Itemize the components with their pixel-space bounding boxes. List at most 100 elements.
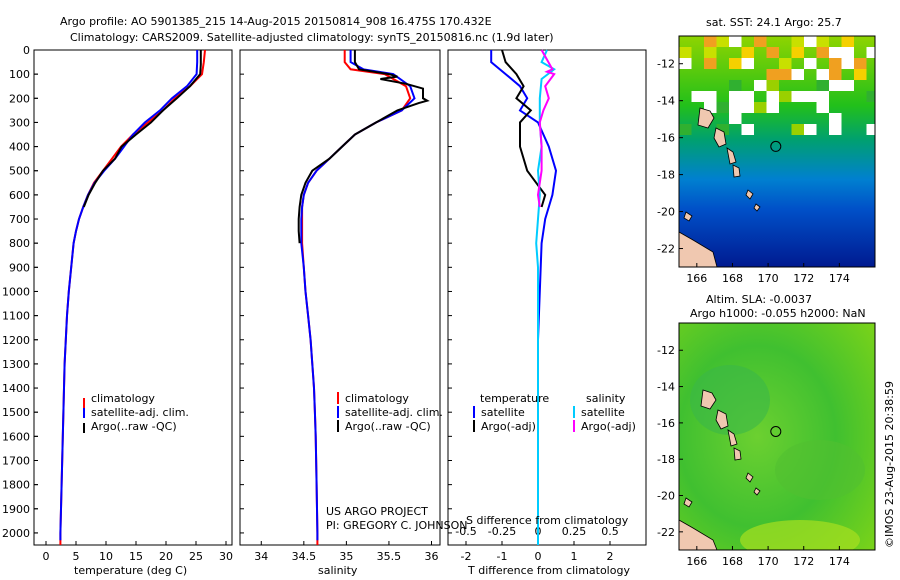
x-tick-label: 0 xyxy=(43,550,50,563)
depth-tick-label: 600 xyxy=(9,189,30,202)
sst-map-title: sat. SST: 24.1 Argo: 25.7 xyxy=(706,16,842,29)
salinity-panel: 34 34.5 35 35.5 36 salinity climatology sate… xyxy=(239,49,467,577)
depth-tick-label: 500 xyxy=(9,165,30,178)
series-line xyxy=(300,50,416,541)
series-line xyxy=(535,49,556,545)
sst-cell xyxy=(829,58,842,69)
depth-tick-label: 1000 xyxy=(2,285,30,298)
sst-cell xyxy=(866,47,875,58)
x-tick-label: 5 xyxy=(73,550,80,563)
sst-map-frame xyxy=(678,35,876,268)
depth-tick-label: 1900 xyxy=(2,503,30,516)
sst-cell xyxy=(766,91,779,102)
sst-cell xyxy=(729,113,742,124)
sst-island xyxy=(732,164,741,178)
lat-tick-label: -16 xyxy=(657,417,675,430)
sst-cell xyxy=(854,69,867,80)
sst-cell xyxy=(679,58,692,69)
s-difference-tick-labels: -0.5 -0.25 0 0.25 0.5 xyxy=(455,525,618,538)
sst-cell xyxy=(741,102,754,113)
legend-s-satellite: satellite xyxy=(581,406,625,419)
x-tick-label: -2 xyxy=(461,550,472,563)
sst-cell xyxy=(766,80,779,91)
depth-tick-label: 900 xyxy=(9,261,30,274)
sst-cell xyxy=(804,91,817,102)
temperature-series xyxy=(59,49,206,545)
sst-island xyxy=(713,127,727,148)
sst-cell xyxy=(841,80,854,91)
legend-climatology: climatology xyxy=(91,392,155,405)
sst-cell xyxy=(816,36,829,47)
sst-cell xyxy=(779,58,792,69)
salinity-series xyxy=(297,50,430,545)
depth-tick-label: 0 xyxy=(23,44,30,57)
sst-argo-marker xyxy=(770,140,782,152)
sst-cell xyxy=(866,91,875,102)
sst-cell xyxy=(754,36,767,47)
salinity-xlabel: salinity xyxy=(318,564,358,577)
sst-tick-labels: 166 168 170 172 174 -12 -14 -16 -18 -20 -22 xyxy=(657,58,850,285)
salinity-legend: climatology satellite-adj. clim. Argo(..… xyxy=(337,392,443,433)
s-tick-label: -0.5 xyxy=(455,525,476,538)
sst-cell xyxy=(741,91,754,102)
sla-tick-labels: 166 168 170 172 174 -12 -14 -16 -18 -20 -22 xyxy=(657,344,850,568)
pi-credit: PI: GREGORY C. JOHNSON xyxy=(326,519,467,532)
sst-cell xyxy=(716,124,729,135)
legend-climatology: climatology xyxy=(345,392,409,405)
depth-tick-label: 1600 xyxy=(2,430,30,443)
lon-tick-label: 170 xyxy=(758,272,779,285)
lat-tick-label: -22 xyxy=(657,526,675,539)
series-line xyxy=(490,50,558,545)
depth-tick-label: 1100 xyxy=(2,310,30,323)
sla-island xyxy=(733,447,742,461)
sst-cell xyxy=(691,91,704,102)
sla-island xyxy=(715,409,729,430)
lon-tick-label: 166 xyxy=(686,555,707,568)
sst-cell xyxy=(791,124,804,135)
x-tick-label: 36 xyxy=(424,550,438,563)
salinity-tick-labels: 34 34.5 35 35.5 36 xyxy=(240,49,438,563)
figure-title-line1: Argo profile: AO 5901385_215 14-Aug-2015… xyxy=(60,15,492,28)
temperature-axes-frame xyxy=(33,49,233,546)
x-tick-label: 20 xyxy=(159,550,173,563)
sst-cell xyxy=(729,36,742,47)
x-tick-label: 25 xyxy=(189,550,203,563)
sst-cell xyxy=(704,91,717,102)
sla-landmass xyxy=(679,519,718,550)
sst-cell xyxy=(829,69,842,80)
sst-cell xyxy=(704,58,717,69)
legend-s-argo: Argo(-adj) xyxy=(581,420,636,433)
sst-cell xyxy=(791,47,804,58)
lat-tick-label: -12 xyxy=(657,344,675,357)
lon-tick-label: 172 xyxy=(793,272,814,285)
project-credit: US ARGO PROJECT xyxy=(326,505,428,518)
sst-cells xyxy=(679,36,875,135)
depth-tick-labels: 0 100 200 300 400 500 600 700 800 900 1000 1100 1200… xyxy=(2,44,38,540)
figure-title-line2: Climatology: CARS2009. Satellite-adjuste… xyxy=(70,31,554,44)
series-line xyxy=(297,50,430,244)
sla-islet xyxy=(683,497,693,508)
sst-cell xyxy=(729,58,742,69)
sst-cell xyxy=(866,124,875,135)
depth-tick-label: 400 xyxy=(9,141,30,154)
sst-cell xyxy=(716,36,729,47)
difference-legend: temperature salinity satellite Argo(-adj… xyxy=(473,392,636,433)
lat-tick-label: -14 xyxy=(657,95,675,108)
sst-cell xyxy=(816,91,829,102)
s-tick-label: 0.25 xyxy=(562,525,587,538)
depth-tick-label: 1800 xyxy=(2,479,30,492)
sla-islet xyxy=(753,487,761,496)
lon-tick-label: 168 xyxy=(722,272,743,285)
lat-tick-label: -18 xyxy=(657,169,675,182)
t-difference-tick-labels: -2 -1 0 1 2 xyxy=(448,49,614,563)
legend-temperature-title: temperature xyxy=(480,392,549,405)
lat-tick-label: -22 xyxy=(657,243,675,256)
salinity-axes-frame xyxy=(239,49,441,546)
sla-island xyxy=(700,389,717,410)
sst-islet xyxy=(745,189,754,200)
sst-map-panel: sat. SST: 24.1 Argo: 25.7 166 168 170 172 17… xyxy=(657,16,876,285)
temperature-tick-labels: 0 5 10 15 20 25 30 xyxy=(34,49,233,563)
lon-tick-label: 174 xyxy=(829,272,850,285)
sst-cell xyxy=(716,102,729,113)
